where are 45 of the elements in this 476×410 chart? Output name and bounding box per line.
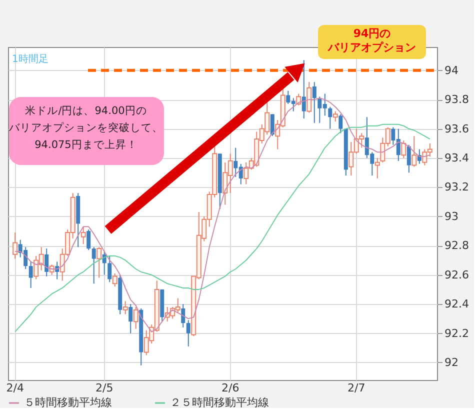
candlestick: [401, 140, 406, 158]
candlestick: [374, 158, 380, 179]
candlestick: [406, 144, 411, 174]
x-tick-label: 2/6: [222, 382, 240, 394]
candlestick: [302, 60, 306, 120]
candlestick: [186, 320, 190, 347]
x-tick-label: 2/4: [6, 382, 24, 394]
candlestick: [328, 106, 332, 130]
y-tick-label: 92.2: [444, 326, 469, 340]
candlestick: [112, 272, 118, 288]
y-tick-label: 93: [444, 210, 458, 223]
candlestick: [312, 82, 316, 124]
candlestick: [96, 246, 102, 278]
candlestick: [122, 300, 128, 315]
y-tick-label: 94: [444, 64, 458, 77]
y-tick-label: 92: [444, 356, 458, 369]
candlestick: [338, 114, 343, 134]
y-tick-label: 92.6: [444, 268, 469, 282]
candlestick: [12, 232, 18, 260]
candlestick: [128, 304, 133, 334]
candlestick: [44, 248, 49, 277]
annotation: 米ドル/円は、94.00円のバリアオプションを突破して、94.075円まで上昇！: [8, 104, 163, 151]
candlestick: [412, 136, 417, 168]
y-tick-label: 93.2: [444, 180, 469, 194]
y-tick-label: 92.8: [444, 239, 469, 252]
candlestick: [86, 229, 91, 251]
candlestick: [108, 255, 112, 283]
y-tick-label: 93.4: [444, 152, 469, 164]
candlestick: [270, 114, 274, 137]
y-tick-label: 93.6: [444, 122, 469, 136]
candlestick: [28, 261, 33, 288]
y-tick-label: 92.4: [444, 298, 469, 311]
candlestick: [133, 306, 138, 330]
candlestick: [181, 304, 186, 328]
candlestick: [92, 246, 96, 284]
y-tick-label: 93.8: [444, 93, 469, 106]
candlestick: [306, 82, 312, 114]
x-tick-label: 2/7: [348, 382, 366, 394]
legend-label: ５時間移動平均線: [24, 396, 112, 409]
candlestick: [80, 226, 86, 245]
legend-label: ２５時間移動平均線: [170, 396, 269, 409]
annotation: 1時間足: [12, 53, 48, 65]
ref-line-label: 94円のバリアオプション: [327, 27, 416, 54]
x-tick-label: 2/5: [96, 382, 114, 394]
candlestick: [332, 110, 338, 122]
